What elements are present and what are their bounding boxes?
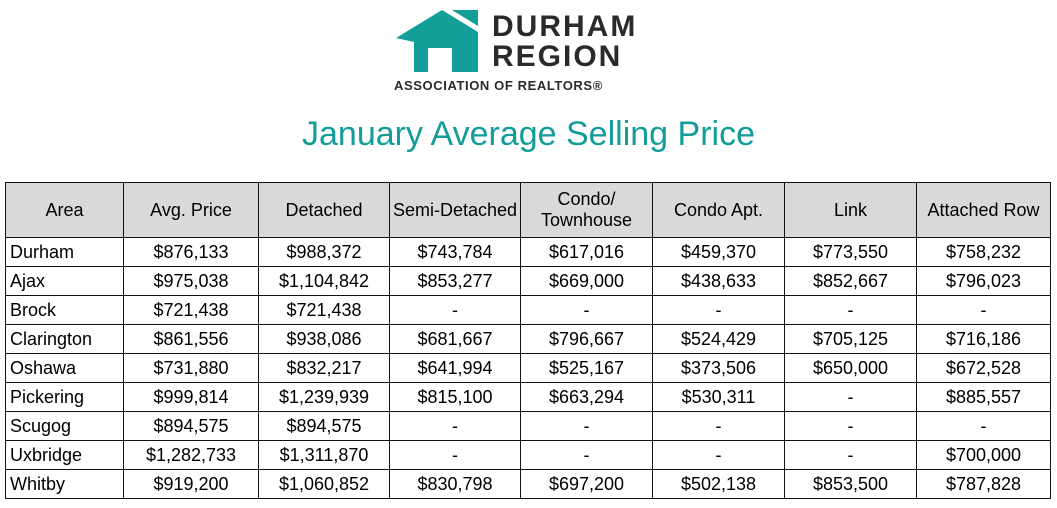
price-cell: $697,200 [520, 469, 653, 499]
area-cell: Durham [5, 237, 124, 267]
table-row: Durham $876,133 $988,372 $743,784 $617,016 $4… [5, 237, 1051, 267]
area-cell: Clarington [5, 324, 124, 354]
price-cell: $502,138 [652, 469, 785, 499]
price-cell: $731,880 [123, 353, 259, 383]
price-cell: $919,200 [123, 469, 259, 499]
page-title: January Average Selling Price [302, 115, 755, 153]
table-row: Brock $721,438 $721,438- - - - - [5, 295, 1051, 325]
area-cell: Ajax [5, 266, 124, 296]
price-cell: $796,023 [916, 266, 1051, 296]
price-cell: - [784, 295, 917, 325]
table-row: Oshawa $731,880 $832,217 $641,994 $525,167 $3… [5, 353, 1051, 383]
price-cell: $999,814 [123, 382, 259, 412]
area-cell: Whitby [5, 469, 124, 499]
price-cell: $773,550 [784, 237, 917, 267]
price-cell: $716,186 [916, 324, 1051, 354]
price-cell: $815,100 [389, 382, 521, 412]
price-cell: $525,167 [520, 353, 653, 383]
table-row: Clarington $861,556 $938,086 $681,667 $796,6… [5, 324, 1051, 354]
price-cell: $830,798 [389, 469, 521, 499]
logo-line-2: REGION [492, 40, 623, 73]
table-row: Pickering $999,814 $1,239,939 $815,100 $663,… [5, 382, 1051, 412]
price-cell: $853,500 [784, 469, 917, 499]
price-cell: $938,086 [258, 324, 390, 354]
price-cell: - [916, 411, 1051, 441]
house-logo-icon [396, 10, 478, 72]
price-cell: - [652, 411, 785, 441]
column-header: Attached Row [916, 182, 1051, 238]
price-cell: $1,104,842 [258, 266, 390, 296]
table-row: Ajax $975,038 $1,104,842 $853,277 $669,000 $4… [5, 266, 1051, 296]
price-cell: $894,575 [123, 411, 259, 441]
area-cell: Pickering [5, 382, 124, 412]
price-cell: $672,528 [916, 353, 1051, 383]
price-cell: $663,294 [520, 382, 653, 412]
price-cell: $641,994 [389, 353, 521, 383]
logo-line-1: DURHAM [492, 10, 638, 43]
column-header: Detached [258, 182, 390, 238]
logo-subtitle: ASSOCIATION OF REALTORS® [394, 78, 603, 93]
price-cell: $894,575 [258, 411, 390, 441]
price-cell: - [520, 295, 653, 325]
price-cell: $853,277 [389, 266, 521, 296]
price-cell: $1,311,870 [258, 440, 390, 470]
price-cell: - [916, 295, 1051, 325]
column-header: Condo/ Townhouse [520, 182, 653, 238]
price-cell: - [652, 295, 785, 325]
area-cell: Brock [5, 295, 124, 325]
price-cell: - [784, 440, 917, 470]
price-cell: - [520, 411, 653, 441]
price-cell: $721,438 [123, 295, 259, 325]
price-cell: $758,232 [916, 237, 1051, 267]
table-body: Durham $876,133 $988,372 $743,784 $617,016 $4… [5, 237, 1051, 499]
table-row: Scugog $894,575 $894,575- - - - - [5, 411, 1051, 441]
price-cell: $681,667 [389, 324, 521, 354]
column-header: Area [5, 182, 124, 238]
price-cell: $832,217 [258, 353, 390, 383]
price-table: Area Avg. Price Detached Semi-Detached C… [5, 182, 1051, 499]
table-row: Uxbridge $1,282,733 $1,311,870- - - - $700,000 [5, 440, 1051, 470]
price-cell: $975,038 [123, 266, 259, 296]
column-header: Condo Apt. [652, 182, 785, 238]
price-cell: $1,239,939 [258, 382, 390, 412]
price-cell: $861,556 [123, 324, 259, 354]
price-cell: - [389, 411, 521, 441]
price-cell: - [784, 382, 917, 412]
price-cell: $530,311 [652, 382, 785, 412]
price-cell: $796,667 [520, 324, 653, 354]
price-cell: - [389, 295, 521, 325]
price-cell: - [389, 440, 521, 470]
price-cell: $885,557 [916, 382, 1051, 412]
price-cell: $650,000 [784, 353, 917, 383]
price-cell: $617,016 [520, 237, 653, 267]
price-cell: $705,125 [784, 324, 917, 354]
table-header-row: Area Avg. Price Detached Semi-Detached C… [5, 182, 1051, 238]
area-cell: Uxbridge [5, 440, 124, 470]
price-cell: $700,000 [916, 440, 1051, 470]
column-header: Avg. Price [123, 182, 259, 238]
column-header: Link [784, 182, 917, 238]
price-cell: $988,372 [258, 237, 390, 267]
price-cell: $1,282,733 [123, 440, 259, 470]
price-cell: $852,667 [784, 266, 917, 296]
price-cell: $373,506 [652, 353, 785, 383]
price-cell: $876,133 [123, 237, 259, 267]
price-cell: $524,429 [652, 324, 785, 354]
price-cell: $787,828 [916, 469, 1051, 499]
price-cell: $438,633 [652, 266, 785, 296]
price-cell: $743,784 [389, 237, 521, 267]
table-row: Whitby $919,200 $1,060,852 $830,798 $697,200… [5, 469, 1051, 499]
price-cell: $1,060,852 [258, 469, 390, 499]
column-header: Semi-Detached [389, 182, 521, 238]
price-cell: - [784, 411, 917, 441]
price-cell: $721,438 [258, 295, 390, 325]
area-cell: Scugog [5, 411, 124, 441]
drar-logo: DURHAM REGION ASSOCIATION OF REALTORS® [392, 6, 672, 98]
price-cell: $669,000 [520, 266, 653, 296]
price-cell: - [520, 440, 653, 470]
price-cell: - [652, 440, 785, 470]
price-cell: $459,370 [652, 237, 785, 267]
area-cell: Oshawa [5, 353, 124, 383]
